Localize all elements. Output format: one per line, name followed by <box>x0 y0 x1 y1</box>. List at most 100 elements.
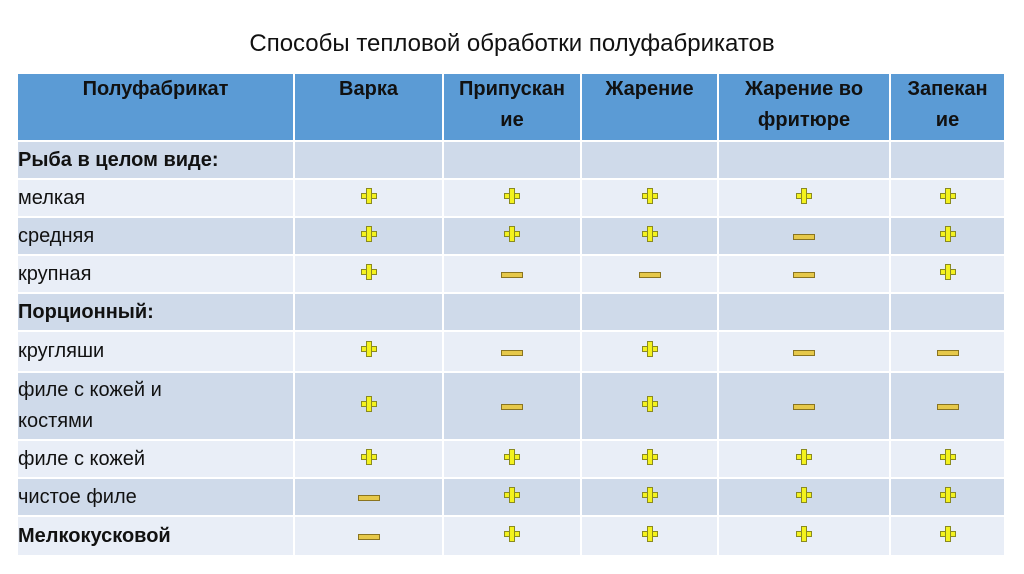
column-header-text: Варка <box>339 78 398 100</box>
column-header-text: Припускан <box>459 78 565 100</box>
minus-icon <box>501 272 523 278</box>
method-cell <box>889 439 1006 479</box>
row-label: Рыба в целом виде: <box>16 140 295 180</box>
method-cell <box>717 439 891 479</box>
column-header: Варка <box>293 72 444 142</box>
method-cell <box>717 477 891 517</box>
table-row: крупная <box>16 254 1006 294</box>
minus-icon <box>638 272 661 278</box>
method-cell <box>293 140 444 180</box>
plus-icon <box>504 187 520 204</box>
minus-icon <box>501 404 523 410</box>
method-cell <box>442 371 582 441</box>
minus-icon <box>501 349 523 356</box>
method-cell <box>293 330 444 373</box>
plus-icon <box>504 448 520 465</box>
plus-icon <box>360 395 377 412</box>
method-cell <box>293 371 444 441</box>
plus-icon <box>939 448 956 465</box>
plus-icon <box>939 525 956 542</box>
row-label-text: средняя <box>18 224 95 247</box>
plus-icon <box>504 525 520 542</box>
slide-title: Способы тепловой обработки полуфабрикато… <box>249 30 775 57</box>
plus-icon <box>796 525 812 542</box>
method-cell <box>293 216 444 256</box>
method-cell <box>889 515 1006 557</box>
row-label-text: Рыба в целом виде: <box>18 148 219 171</box>
plus-icon <box>641 187 658 204</box>
method-cell <box>717 371 891 441</box>
column-header-text: Полуфабрикат <box>82 78 229 100</box>
method-cell <box>293 515 444 557</box>
method-cell <box>889 330 1006 373</box>
method-cell <box>442 140 582 180</box>
column-header: Припускан ие <box>442 72 582 142</box>
plus-icon <box>360 448 377 465</box>
table-row: Мелкокусковой <box>16 515 1006 557</box>
plus-icon <box>641 525 658 542</box>
plus-icon <box>360 263 377 280</box>
row-label: чистое филе <box>16 477 295 517</box>
table-row: Рыба в целом виде: <box>16 140 1006 180</box>
row-label: средняя <box>16 216 295 256</box>
method-cell <box>293 477 444 517</box>
column-header-text: ие <box>935 109 960 131</box>
plus-icon <box>939 187 956 204</box>
column-header: Жарение <box>580 72 719 142</box>
plus-icon <box>796 448 812 465</box>
table-row: мелкая <box>16 178 1006 218</box>
processing-methods-table: Полуфабрикат Варка Припускан ие Жарение Жарен… <box>16 72 1006 557</box>
method-cell <box>442 330 582 373</box>
plus-icon <box>939 486 956 503</box>
minus-icon <box>936 404 959 410</box>
method-cell <box>580 178 719 218</box>
column-header: Полуфабрикат <box>16 72 295 142</box>
method-cell <box>293 439 444 479</box>
minus-icon <box>793 234 815 240</box>
row-label-text: кругляши <box>18 340 105 362</box>
plus-icon <box>939 263 956 280</box>
row-label: филе с кожей <box>16 439 295 479</box>
plus-icon <box>504 486 520 503</box>
row-label: филе с кожей и костями <box>16 371 295 441</box>
plus-icon <box>641 486 658 503</box>
row-label-text: филе с кожей <box>18 447 146 470</box>
method-cell <box>580 140 719 180</box>
minus-icon <box>357 534 380 540</box>
method-cell <box>889 178 1006 218</box>
method-cell <box>580 371 719 441</box>
plus-icon <box>939 225 956 242</box>
row-label-text: Порционный: <box>18 300 154 323</box>
table-row: кругляши <box>16 330 1006 373</box>
method-cell <box>889 216 1006 256</box>
method-cell <box>442 254 582 294</box>
row-label-text: чистое филе <box>18 485 137 508</box>
column-header-text: Запекан <box>907 78 988 100</box>
plus-icon <box>641 395 658 412</box>
method-cell <box>580 515 719 557</box>
column-header-text: Жарение <box>605 78 694 100</box>
plus-icon <box>796 187 812 204</box>
column-header-text: фритюре <box>757 109 851 131</box>
column-header: Запекан ие <box>889 72 1006 142</box>
method-cell <box>717 140 891 180</box>
method-cell <box>293 254 444 294</box>
method-cell <box>293 178 444 218</box>
method-cell <box>580 439 719 479</box>
plus-icon <box>641 448 658 465</box>
method-cell <box>442 292 582 332</box>
method-cell <box>889 254 1006 294</box>
row-label-text: филе с кожей и <box>18 379 162 401</box>
table-row: средняя <box>16 216 1006 256</box>
plus-icon <box>360 187 377 204</box>
method-cell <box>717 178 891 218</box>
minus-icon <box>936 349 959 356</box>
table-row: филе с кожей <box>16 439 1006 479</box>
column-header: Жарение во фритюре <box>717 72 891 142</box>
method-cell <box>580 254 719 294</box>
plus-icon <box>796 486 812 503</box>
method-cell <box>889 292 1006 332</box>
method-cell <box>442 515 582 557</box>
row-label-text: крупная <box>18 262 92 285</box>
table-row: Порционный: <box>16 292 1006 332</box>
